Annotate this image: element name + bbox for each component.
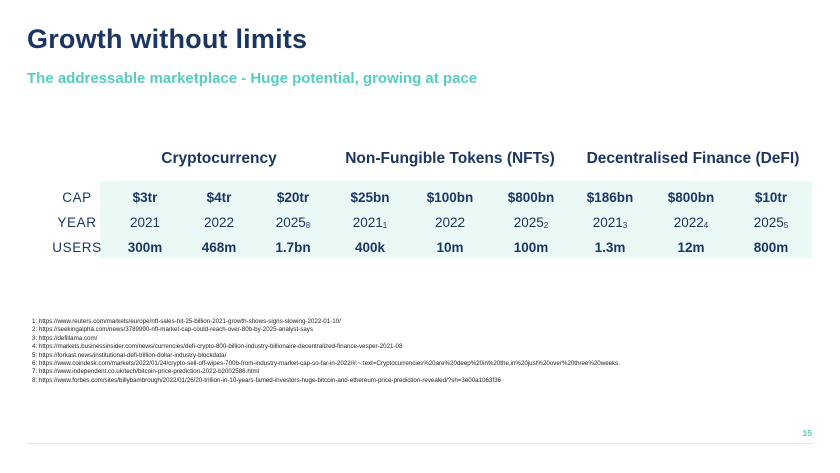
year-value: 2021 [129,215,161,230]
year-cell: 2022 [410,215,490,230]
footnote-line: 1: https://www.reuters.com/markets/europ… [32,318,341,325]
footnote-line: 3: https://defillama.com/ [32,334,98,342]
users-cell: 12m [677,240,705,255]
year-value: 2022 [673,215,704,230]
cap-cell: $800bn [507,190,555,205]
page-number: 15 [802,428,812,438]
users-cell: 1.7bn [275,240,311,255]
group-header-nfts: Non-Fungible Tokens (NFTs) [345,150,555,167]
year-cell: 2021 [105,215,185,230]
year-value: 2022 [203,215,235,230]
bottom-divider [27,443,813,444]
cap-cell: $20tr [276,190,310,205]
footnote-reference: 1 [382,221,388,230]
users-cell: 100m [513,240,549,255]
cap-cell: $800bn [667,190,715,205]
year-cell: 20213 [570,215,650,230]
year-value: 2021 [352,215,383,230]
year-value: 2022 [434,215,466,230]
slide-title: Growth without limits [27,24,308,54]
footnote-reference: 4 [703,221,709,230]
footnote-reference: 5 [783,221,789,230]
cap-cell: $3tr [132,190,158,205]
year-cell: 20211 [330,215,410,230]
users-cell: 400k [354,240,386,255]
users-cell: 800m [753,240,789,255]
table-background [100,181,812,258]
slide-subtitle: The addressable marketplace - Huge poten… [27,70,478,87]
footnote-line: 7: https://www.independent.co.uk/tech/bi… [32,368,260,376]
row-label-users: USERS [52,240,102,255]
year-value: 2025 [513,215,544,230]
footnote-line: 8: https://www.forbes.com/sites/billybam… [32,376,501,384]
group-header-cryptocurrency: Cryptocurrency [161,150,277,167]
cap-cell: $100bn [426,190,474,205]
footnotes: 1: https://www.reuters.com/markets/europ… [32,318,822,385]
year-cell: 2022 [179,215,259,230]
footnote-line: 5: https://forkast.news/institutional-de… [32,351,227,359]
year-cell: 20224 [651,215,731,230]
year-value: 2025 [753,215,784,230]
footnote-reference: 3 [622,221,628,230]
users-cell: 300m [127,240,163,255]
footnote-line: 2: https://seekingalpha.com/news/3789990… [32,326,313,334]
year-cell: 20255 [731,215,811,230]
cap-cell: $25bn [350,190,390,205]
cap-cell: $4tr [206,190,232,205]
footnote-reference: 2 [543,221,549,230]
footnote-reference: 8 [305,221,311,230]
year-cell: 20258 [253,215,333,230]
cap-cell: $186bn [586,190,634,205]
users-cell: 468m [201,240,237,255]
row-label-cap: CAP [62,190,92,205]
group-header-defi: Decentralised Finance (DeFI) [586,150,800,167]
users-cell: 1.3m [594,240,626,255]
row-label-year: YEAR [57,215,97,230]
users-cell: 10m [436,240,464,255]
footnote-line: 4: https://markets.businessinsider.com/n… [32,343,403,351]
year-value: 2025 [275,215,306,230]
footnote-line: 6: https://www.coindesk.com/markets/2022… [32,360,620,368]
cap-cell: $10tr [754,190,788,205]
year-value: 2021 [592,215,623,230]
year-cell: 20252 [491,215,571,230]
